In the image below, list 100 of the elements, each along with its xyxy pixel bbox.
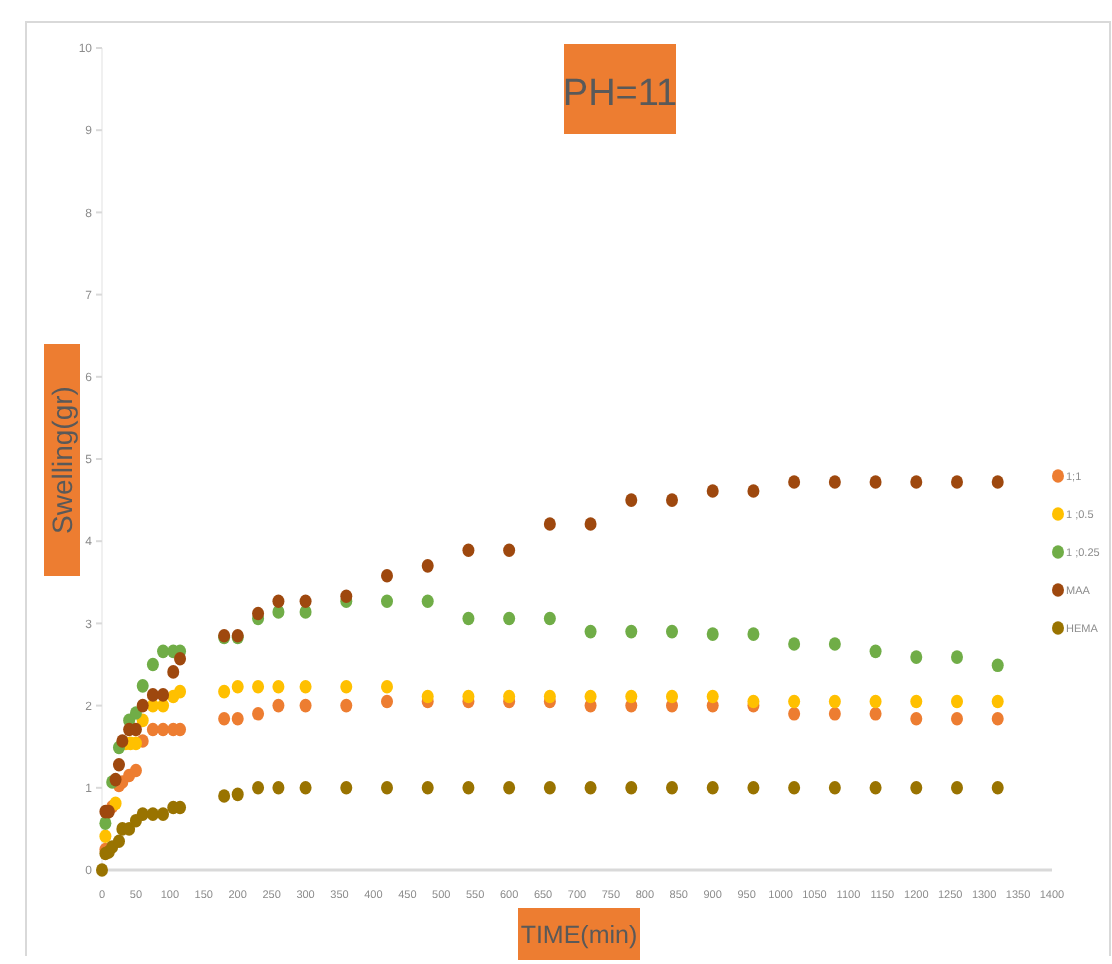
point: [112, 834, 125, 849]
point: [869, 644, 882, 659]
point: [146, 688, 159, 702]
point: [252, 606, 265, 621]
point: [788, 707, 801, 721]
point: [231, 787, 244, 802]
point: [136, 807, 149, 821]
point: [666, 781, 678, 795]
point: [951, 650, 963, 664]
point: [146, 722, 159, 737]
point: [910, 475, 923, 489]
point: [584, 624, 597, 639]
point: [272, 698, 285, 713]
point: [174, 722, 187, 737]
point: [218, 711, 231, 726]
point: [381, 694, 393, 709]
point: [991, 694, 1004, 709]
point: [788, 781, 801, 795]
point: [381, 781, 393, 795]
point: [146, 657, 159, 672]
point: [146, 807, 159, 821]
point: [299, 781, 312, 795]
point: [828, 475, 841, 489]
point: [340, 589, 353, 604]
point: [869, 694, 882, 709]
point: [252, 781, 265, 795]
text: PH=11: [562, 73, 678, 116]
point: [272, 781, 285, 795]
point: [218, 789, 231, 803]
point: [706, 627, 719, 641]
point: [231, 679, 244, 694]
x-axis-title: TIME(min): [520, 920, 638, 949]
point: [503, 689, 516, 704]
point: [340, 698, 353, 713]
point: [788, 694, 801, 709]
point: [543, 689, 556, 704]
point: [299, 679, 312, 694]
point: [99, 816, 112, 830]
point: [123, 822, 136, 836]
point: [218, 684, 231, 699]
point: [706, 484, 719, 498]
point: [462, 611, 475, 626]
point: [462, 543, 475, 558]
point: [157, 807, 170, 821]
point: [340, 781, 353, 795]
point: [381, 594, 393, 609]
point: [625, 781, 638, 795]
point: [747, 627, 760, 641]
point: [584, 781, 597, 795]
point: [951, 711, 963, 726]
point: [272, 679, 285, 694]
point: [99, 829, 112, 844]
point: [828, 781, 841, 795]
point: [462, 689, 475, 704]
point: [174, 684, 187, 699]
point: [869, 707, 882, 721]
point: [381, 679, 393, 694]
point: [543, 781, 556, 795]
point: [381, 568, 393, 583]
point: [299, 698, 312, 713]
point: [869, 781, 882, 795]
point: [272, 594, 285, 609]
point: [625, 493, 638, 507]
point: [910, 781, 923, 795]
point: [136, 679, 149, 693]
point: [129, 763, 142, 778]
point: [666, 493, 678, 507]
point: [951, 781, 963, 795]
point: [231, 711, 244, 726]
point: [910, 694, 923, 709]
point: [951, 475, 963, 489]
point: [788, 475, 801, 489]
point: [625, 689, 638, 704]
point: [828, 694, 841, 709]
point: [167, 665, 180, 679]
point: [136, 698, 149, 713]
point: [340, 679, 353, 694]
point: [421, 781, 434, 795]
point: [910, 711, 923, 726]
point: [828, 637, 841, 651]
point: [252, 679, 265, 694]
point: [96, 863, 108, 877]
point: [421, 689, 434, 704]
point: [747, 484, 760, 498]
point: [666, 689, 678, 704]
point: [706, 781, 719, 795]
point: [299, 594, 312, 609]
point: [625, 624, 638, 639]
point: [991, 475, 1004, 489]
point: [991, 711, 1004, 726]
point: [584, 689, 597, 704]
point: [157, 644, 170, 659]
point: [462, 781, 475, 795]
point: [747, 781, 760, 795]
y-axis-title: Swelling(gr): [45, 386, 78, 534]
point: [991, 658, 1004, 673]
point: [951, 694, 963, 709]
point: [706, 689, 719, 704]
point: [157, 688, 170, 702]
point: [666, 624, 678, 639]
